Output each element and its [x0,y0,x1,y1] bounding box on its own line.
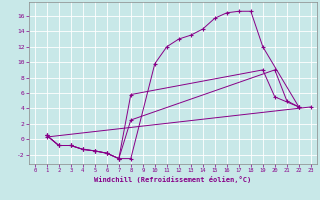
X-axis label: Windchill (Refroidissement éolien,°C): Windchill (Refroidissement éolien,°C) [94,176,252,183]
